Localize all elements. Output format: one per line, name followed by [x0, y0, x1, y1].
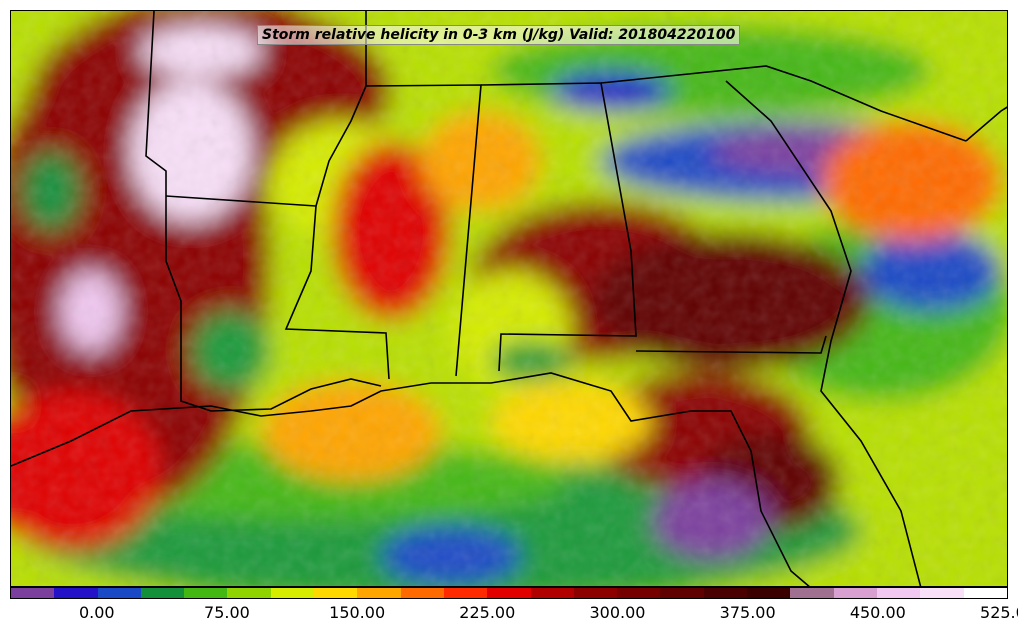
colorbar-swatch	[487, 588, 531, 598]
field-texture	[11, 11, 1007, 586]
colorbar-tick-label: 525.00	[980, 603, 1018, 622]
colorbar-swatch	[573, 588, 618, 598]
colorbar-swatch	[270, 588, 315, 598]
boundaries	[11, 11, 1007, 586]
map-title: Storm relative helicity in 0-3 km (J/kg)…	[257, 25, 741, 45]
colorbar-swatch	[97, 588, 141, 598]
colorbar-swatch	[400, 588, 444, 598]
colorbar-swatch	[530, 588, 574, 598]
colorbar-swatch	[184, 588, 228, 598]
colorbar-swatch	[833, 588, 877, 598]
colorbar-tick-label: 225.00	[459, 603, 516, 622]
colorbar-swatch	[617, 588, 661, 598]
map-frame: Storm relative helicity in 0-3 km (J/kg)…	[10, 10, 1008, 587]
colorbar-tick-label: 0.00	[78, 603, 115, 622]
colorbar-tick-label: 375.00	[719, 603, 776, 622]
colorbar-tick-label: 300.00	[589, 603, 646, 622]
colorbar-swatch	[357, 588, 401, 598]
colorbar-swatch	[314, 588, 358, 598]
colorbar-swatch	[876, 588, 921, 598]
colorbar-swatch	[227, 588, 271, 598]
colorbar-swatch	[747, 588, 791, 598]
colorbar-swatch	[703, 588, 748, 598]
colorbar-swatch	[963, 588, 1007, 598]
colorbar-tick-label: 150.00	[329, 603, 386, 622]
colorbar-tick-label: 450.00	[849, 603, 906, 622]
colorbar-tick-label: 75.00	[204, 603, 250, 622]
colorbar-swatch	[140, 588, 185, 598]
colorbar	[10, 587, 1008, 599]
colorbar-swatch	[660, 588, 704, 598]
colorbar-swatch	[920, 588, 964, 598]
helicity-map	[11, 11, 1007, 586]
colorbar-swatch	[790, 588, 834, 598]
colorbar-swatch	[443, 588, 488, 598]
colorbar-swatch	[54, 588, 98, 598]
colorbar-swatch	[11, 588, 55, 598]
